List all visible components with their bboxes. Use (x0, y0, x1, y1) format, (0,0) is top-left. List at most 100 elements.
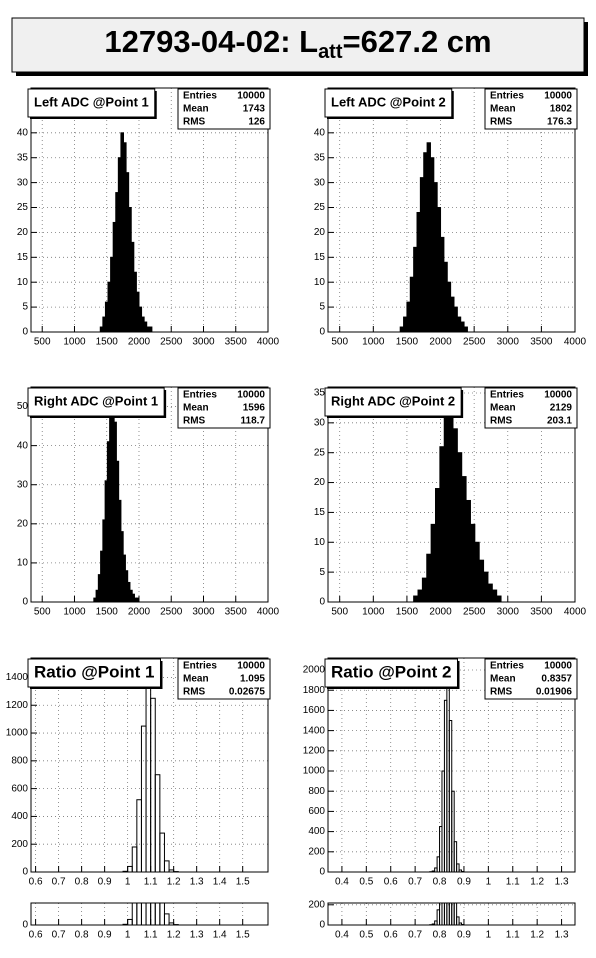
x-tick-label: 1.2 (530, 877, 544, 888)
x-tick-label: 1.3 (555, 877, 569, 888)
x-tick-label: 0.9 (98, 877, 112, 888)
hist-title: Left ADC @Point 1 (34, 94, 149, 109)
histogram-bar (421, 577, 428, 602)
x-tick-label: 1 (486, 930, 492, 941)
x-tick-label: 0.7 (52, 930, 66, 941)
histogram-bar (465, 499, 471, 602)
y-tick-label: 0 (319, 920, 325, 931)
stats-value: 10000 (237, 661, 265, 672)
stats-value: 1802 (550, 104, 573, 115)
x-tick-label: 1.2 (167, 877, 181, 888)
histogram-bar (487, 583, 493, 602)
histogram-bar (450, 296, 455, 332)
stats-value: 10000 (544, 661, 572, 672)
stats-label: Mean (183, 674, 209, 685)
y-tick-label: 0 (22, 597, 28, 608)
y-tick-label: 200 (308, 899, 325, 910)
y-tick-label: 20 (314, 477, 326, 488)
x-tick-label: 1.4 (213, 930, 227, 941)
x-tick-label: 500 (331, 607, 348, 618)
histogram-bar (419, 177, 425, 332)
x-tick-label: 0.5 (359, 930, 373, 941)
stats-label: RMS (183, 416, 206, 427)
stats-value: 10000 (237, 390, 265, 401)
x-tick-label: 0.8 (75, 877, 89, 888)
x-tick-label: 0.6 (384, 930, 398, 941)
histogram-bar (452, 428, 458, 602)
histogram-bar (434, 488, 441, 602)
histogram-bar (463, 326, 468, 332)
histogram-bar (426, 553, 432, 602)
y-tick-label: 1200 (303, 745, 326, 756)
hist-title-group: Ratio @Point 2 (324, 658, 460, 689)
hist-title-group: Left ADC @Point 2 (324, 88, 454, 119)
stats-value: 176.3 (547, 117, 572, 128)
stats-label: Mean (183, 403, 209, 414)
x-tick-label: 0.6 (29, 930, 43, 941)
stats-value: 10000 (237, 91, 265, 102)
y-tick-label: 1400 (6, 672, 29, 683)
title-prefix: 12793-04-02: L (104, 24, 318, 59)
stats-label: RMS (183, 687, 206, 698)
histogram-bar (416, 211, 421, 332)
stats-box (177, 88, 271, 130)
y-tick-label: 25 (314, 202, 326, 213)
stats-value: 0.8357 (541, 674, 572, 685)
stats-value: 10000 (544, 91, 572, 102)
x-tick-label: 1.3 (555, 930, 569, 941)
histogram-bar (453, 841, 458, 872)
hist-title: Left ADC @Point 2 (331, 94, 446, 109)
hist-title-group: Right ADC @Point 1 (27, 387, 167, 418)
x-tick-label: 1 (486, 877, 492, 888)
histogram-bar (163, 913, 170, 925)
y-tick-label: 1200 (6, 700, 29, 711)
stats-value: 126 (248, 117, 265, 128)
hist-title: Right ADC @Point 1 (34, 393, 158, 408)
hist-title-group: Ratio @Point 1 (27, 658, 163, 689)
frame (327, 386, 576, 603)
stats-label: Entries (490, 390, 524, 401)
y-tick-label: 0 (22, 327, 28, 338)
hist-title: Right ADC @Point 2 (331, 393, 455, 408)
y-tick-label: 30 (314, 177, 326, 188)
hist-title-group: Right ADC @Point 2 (324, 387, 464, 418)
histogram-bar (436, 207, 442, 332)
x-tick-label: 1 (125, 877, 131, 888)
x-tick-label: 1000 (63, 337, 86, 348)
x-tick-label: 0.9 (457, 930, 471, 941)
histogram-bar (399, 326, 405, 332)
x-tick-label: 1500 (396, 337, 419, 348)
y-tick-label: 35 (314, 152, 326, 163)
y-tick-label: 50 (17, 401, 29, 412)
y-tick-label: 15 (17, 252, 29, 263)
histogram-bar (403, 316, 408, 332)
y-tick-label: 800 (11, 755, 28, 766)
histogram-bar (460, 321, 465, 332)
frame (30, 386, 269, 603)
stats-label: Mean (490, 104, 516, 115)
stats-value: 1.095 (240, 674, 265, 685)
histogram-bar (439, 446, 445, 602)
y-tick-label: 30 (17, 479, 29, 490)
stats-label: Entries (183, 91, 217, 102)
x-tick-label: 3500 (225, 337, 248, 348)
y-tick-label: 600 (11, 783, 28, 794)
stats-label: Entries (490, 91, 524, 102)
y-tick-label: 1000 (6, 728, 29, 739)
y-tick-label: 40 (17, 127, 29, 138)
x-tick-label: 1500 (396, 607, 419, 618)
hist-title-box (27, 88, 156, 118)
x-tick-label: 2000 (128, 607, 151, 618)
histogram-bar (409, 276, 415, 332)
histogram-bar (453, 903, 458, 925)
title-suffix: =627.2 cm (343, 24, 492, 59)
x-tick-label: 0.8 (75, 930, 89, 941)
y-tick-label: 2000 (303, 665, 326, 676)
stats-box (484, 658, 578, 700)
histogram-bar (429, 157, 435, 332)
histogram-bar (430, 523, 436, 602)
stats-value: 0.01906 (536, 687, 573, 698)
stats-value: 1596 (243, 403, 266, 414)
x-tick-label: 0.8 (433, 877, 447, 888)
histogram-bar (154, 774, 161, 872)
